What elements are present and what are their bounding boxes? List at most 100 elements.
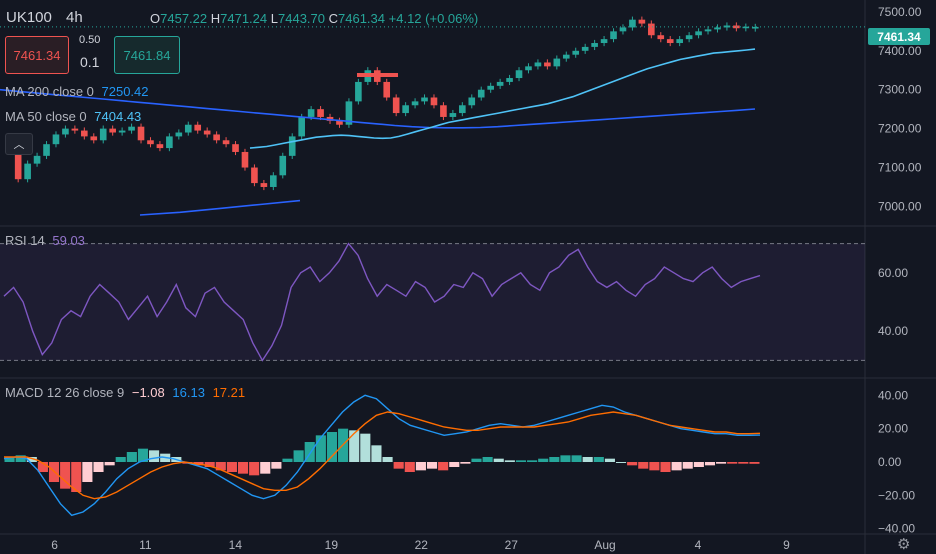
macd-histogram-bar: [271, 462, 282, 469]
macd-histogram-bar: [315, 435, 326, 462]
macd-histogram-bar: [438, 462, 449, 471]
symbol-title[interactable]: UK100 4h: [6, 9, 83, 26]
rsi-label: RSI 14: [5, 233, 45, 248]
rsi-band-fill: [0, 243, 865, 361]
macd-histogram-bar: [560, 455, 571, 462]
candle-body: [90, 136, 98, 141]
macd-signal-value: 17.21: [212, 385, 246, 400]
macd-histogram-bar: [449, 462, 460, 467]
candle-body: [288, 136, 296, 156]
candle-body: [52, 134, 60, 145]
macd-histogram-bar: [126, 452, 137, 462]
candle-body: [251, 167, 258, 184]
ma50-legend[interactable]: MA 50 close 0 7404.43: [5, 109, 141, 124]
candle-body: [241, 151, 249, 168]
candle-body: [685, 35, 693, 40]
ma200-legend[interactable]: MA 200 close 0 7250.42: [5, 84, 149, 99]
gear-icon[interactable]: ⚙: [897, 536, 911, 553]
macd-histogram-bar: [638, 462, 649, 469]
macd-histogram-bar: [504, 460, 515, 462]
ma200-line: [0, 88, 756, 129]
macd-histogram-bar: [15, 455, 26, 462]
macd-line-value: 16.13: [172, 385, 205, 400]
macd-legend[interactable]: MACD 12 26 close 9 −1.08 16.13 17.21: [5, 385, 245, 400]
macd-histogram-bar: [282, 458, 293, 462]
rsi-legend[interactable]: RSI 14 59.03: [5, 233, 85, 248]
macd-histogram-bar: [515, 460, 527, 462]
candle-body: [657, 35, 665, 40]
candle-body: [534, 62, 542, 67]
candle-body: [307, 109, 315, 117]
candle-body: [260, 183, 268, 187]
candle-body: [591, 43, 598, 47]
candle-body: [166, 136, 173, 149]
candle-body: [562, 54, 570, 59]
buy-button[interactable]: 7461.84: [114, 36, 180, 74]
collapse-legend-button[interactable]: ︿: [5, 133, 33, 155]
time-tick-label: 14: [229, 538, 243, 552]
candle-body: [317, 109, 324, 117]
candle-body: [270, 175, 277, 187]
candle-body: [714, 27, 721, 30]
macd-histogram-bar: [571, 455, 582, 462]
candle-body: [99, 128, 107, 141]
candle-body: [298, 116, 305, 137]
macd-histogram-bar: [415, 462, 426, 471]
macd-tick-label: 20.00: [878, 422, 908, 436]
low-label: L: [270, 11, 278, 26]
price-tick-label: 7000.00: [878, 199, 922, 213]
candle-body: [33, 155, 41, 164]
time-tick-label: 11: [139, 538, 152, 552]
macd-histogram-bar: [204, 462, 215, 467]
ma50-line: [249, 48, 756, 149]
rsi-value: 59.03: [52, 233, 85, 248]
candle-body: [619, 27, 627, 32]
macd-hist-value: −1.08: [131, 385, 165, 400]
macd-histogram-bar: [493, 458, 504, 462]
ma200-value: 7250.42: [101, 84, 149, 99]
candle-body: [402, 105, 409, 114]
candle-body: [704, 29, 712, 32]
macd-histogram-bar: [426, 462, 438, 469]
macd-histogram-bar: [749, 462, 760, 464]
macd-histogram-bar: [660, 462, 671, 472]
open-value: 7457.22: [160, 11, 208, 26]
candle-body: [525, 66, 532, 71]
ma50-value: 7404.43: [94, 109, 142, 124]
macd-histogram-bar: [471, 458, 482, 462]
time-tick-label: 6: [51, 538, 58, 552]
macd-histogram-bar: [738, 462, 749, 464]
candle-body: [421, 97, 428, 102]
time-tick-label: 9: [783, 538, 790, 552]
macd-histogram-bar: [137, 448, 149, 462]
candle-body: [695, 31, 702, 36]
macd-histogram-bar: [704, 462, 716, 466]
macd-histogram-bar: [482, 457, 493, 462]
change-value: +4.12 (+0.06%): [388, 11, 479, 26]
candle-body: [213, 134, 220, 141]
macd-histogram-bar: [582, 457, 593, 462]
last-price-tag: 7461.34: [868, 28, 930, 45]
macd-histogram-bar: [260, 462, 271, 474]
macd-tick-label: 40.00: [878, 388, 908, 402]
interval-label[interactable]: 4h: [66, 9, 83, 26]
macd-histogram-bar: [26, 457, 37, 462]
candle-body: [279, 155, 287, 176]
quantity-field[interactable]: 0.1: [80, 54, 100, 70]
candle-body: [392, 97, 400, 114]
candle-body: [232, 144, 239, 152]
sell-button[interactable]: 7461.34: [5, 36, 69, 74]
macd-tick-label: −40.00: [878, 522, 915, 536]
candle-body: [411, 101, 419, 106]
candle-body: [71, 128, 79, 131]
macd-histogram-bar: [93, 462, 104, 472]
macd-histogram-bar: [60, 462, 71, 489]
rsi-tick-label: 40.00: [878, 324, 908, 338]
ma50-label: MA 50 close 0: [5, 109, 87, 124]
chevron-up-icon: ︿: [13, 139, 25, 151]
price-tick-label: 7500.00: [878, 5, 922, 19]
macd-histogram-bar: [615, 462, 627, 463]
macd-histogram-bar: [293, 450, 304, 462]
macd-histogram-bar: [538, 458, 549, 462]
